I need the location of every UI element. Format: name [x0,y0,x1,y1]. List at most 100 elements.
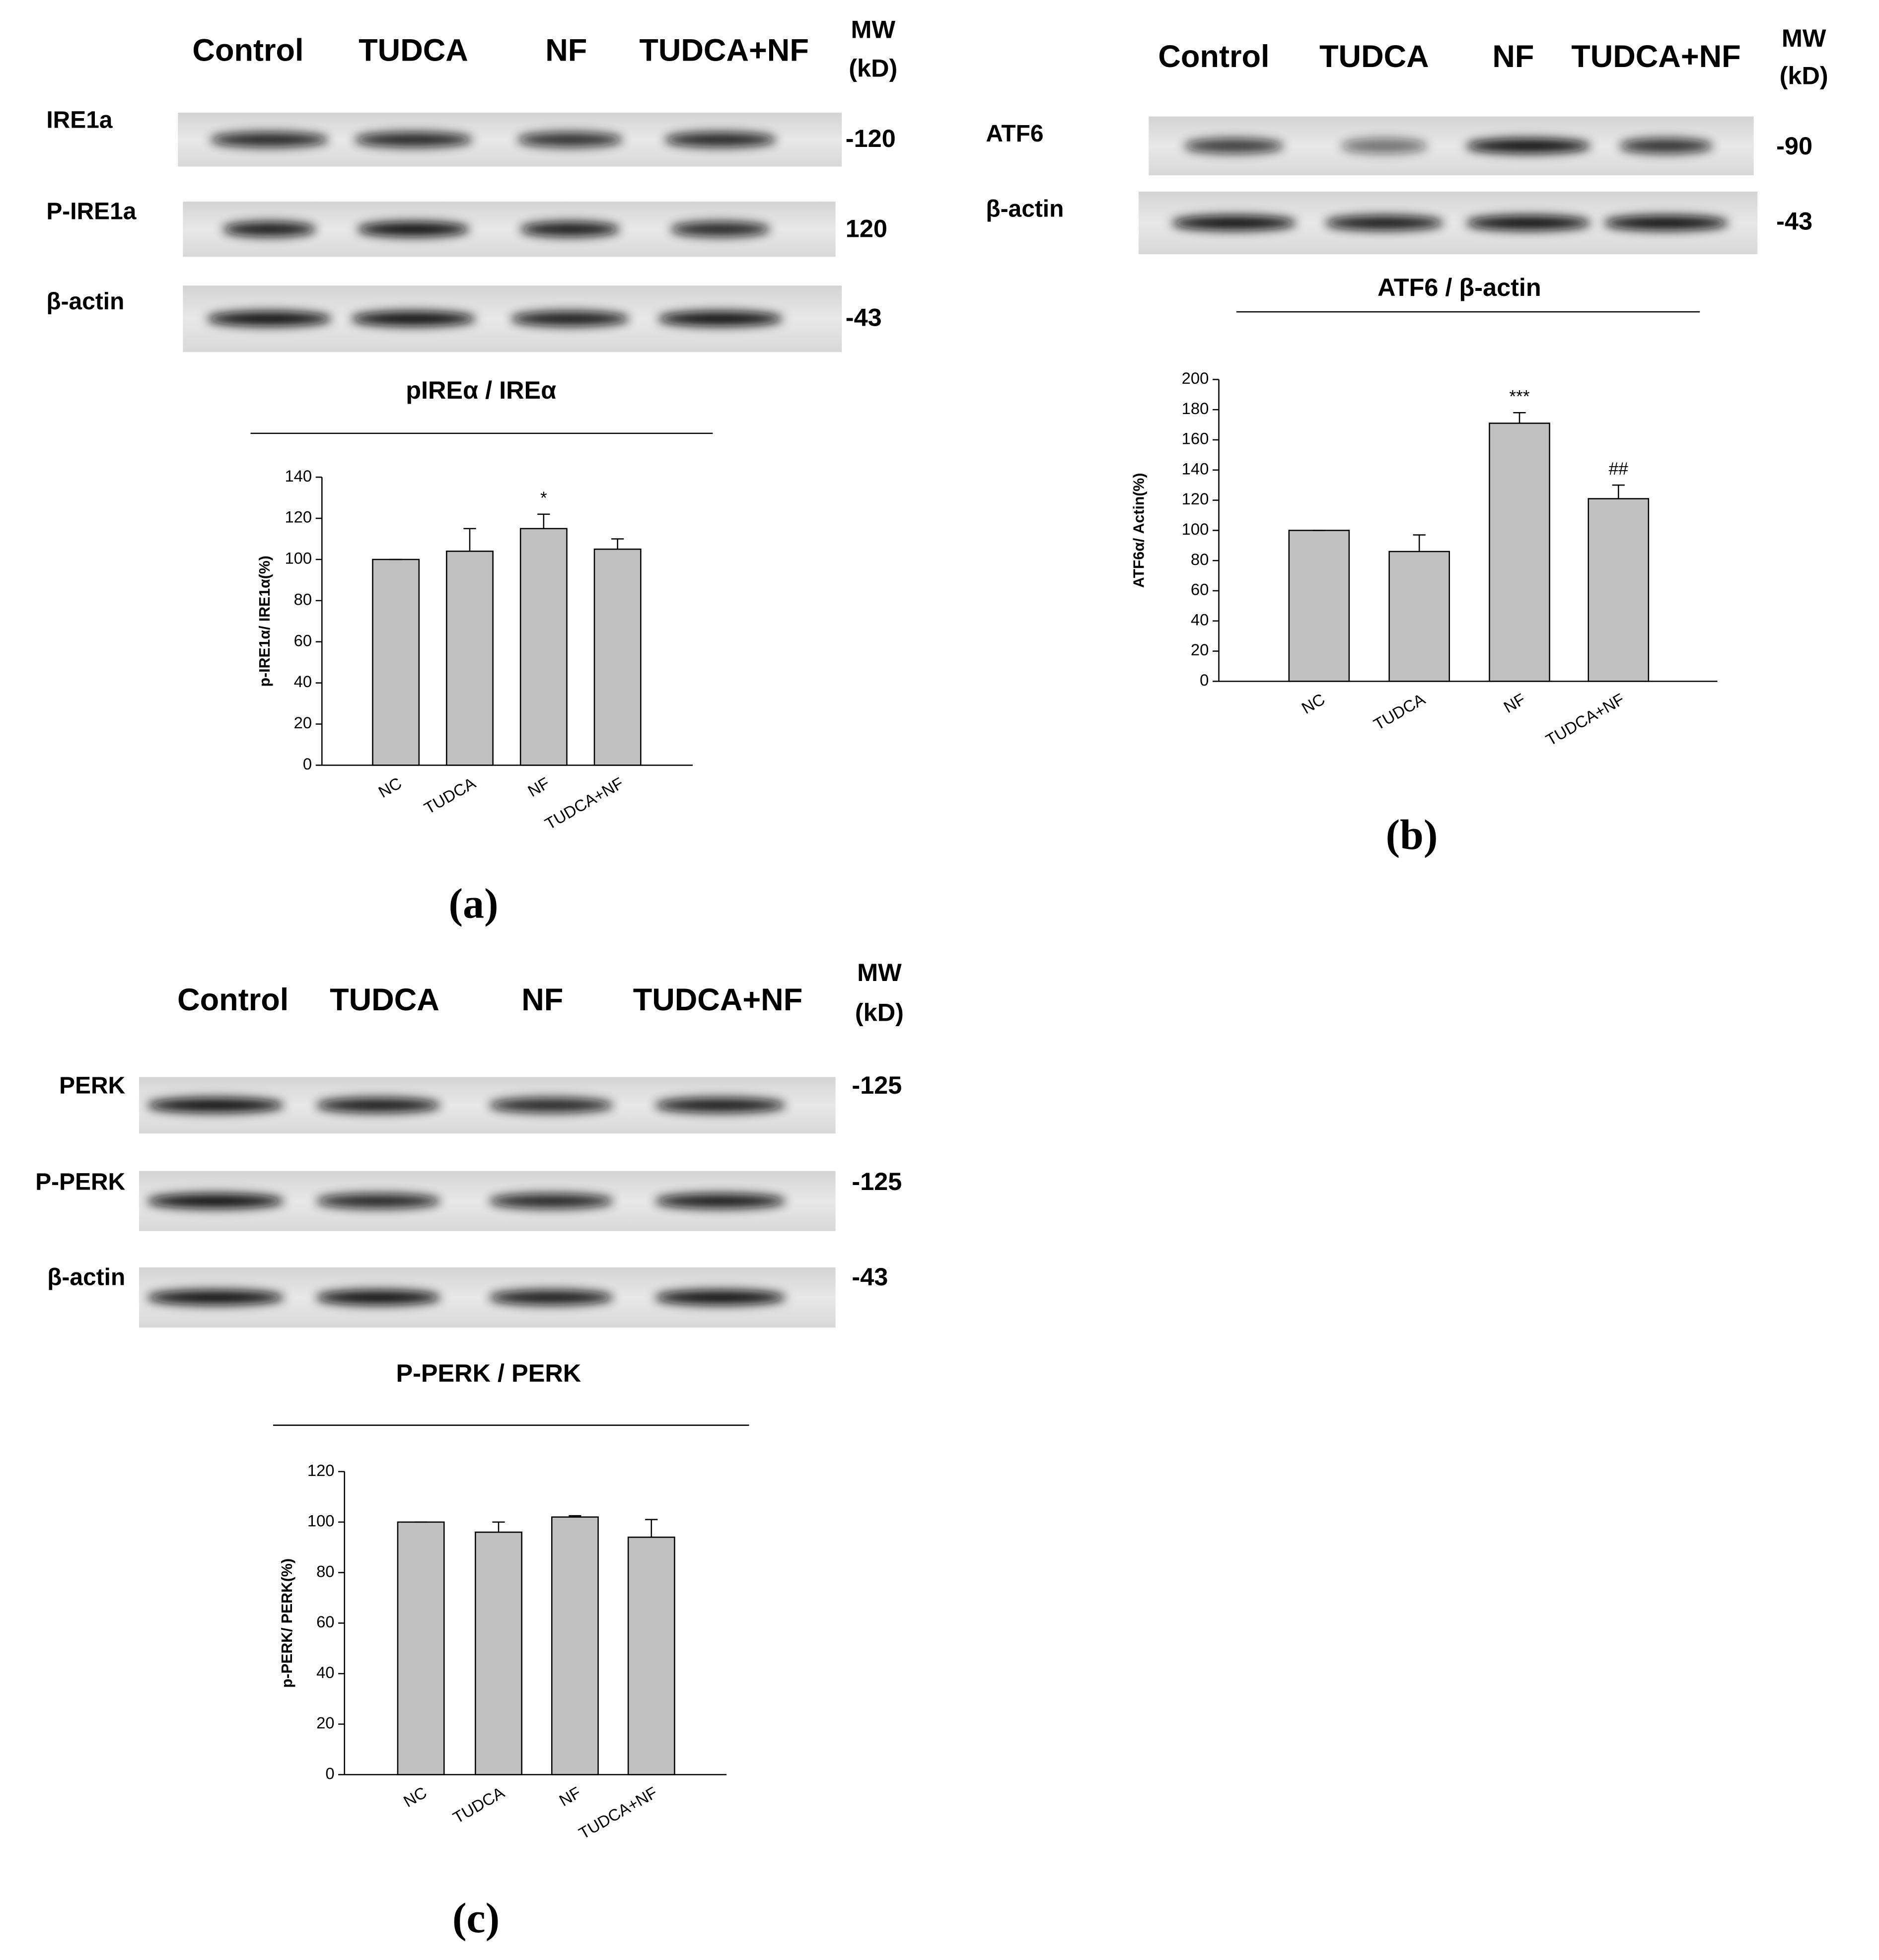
y-tick-label: 40 [316,1663,334,1681]
significance-mark: ## [1609,459,1629,479]
error-bar [1612,484,1625,499]
blot-band [519,221,620,237]
lane-label: Control [1158,39,1269,74]
chart-title: ATF6 / β-actin [1377,273,1541,301]
y-tick-label: 100 [1182,520,1209,538]
blot-band [654,1098,786,1113]
bar [372,559,420,766]
y-axis-label: ATF6α/ Actin(%) [1131,473,1148,588]
y-tick-label: 40 [294,672,312,691]
panel-label: (c) [452,1894,500,1942]
blot-band [657,311,783,327]
y-tick-label: 60 [316,1612,334,1631]
x-tick-label: NF [1501,690,1528,716]
y-tick-label: 0 [303,755,312,773]
blot-strip [183,202,836,257]
mw-header: MW [1782,24,1826,52]
blot-band [1340,138,1428,154]
lane-label: TUDCA+NF [1571,39,1741,74]
y-tick-label: 20 [294,713,312,732]
error-bar [537,513,550,529]
lane-label: TUDCA [330,982,439,1017]
error-bar [611,538,624,550]
blot-strip [139,1267,836,1328]
blot-strip [139,1077,836,1134]
blot-band [354,132,473,147]
y-tick-label: 60 [1191,580,1209,599]
blot-band [1619,138,1713,154]
x-tick-label: TUDCA [450,1783,507,1827]
blot-strip [183,285,842,352]
bar [1588,498,1650,682]
blot-band [488,1193,614,1209]
bar [1288,530,1350,682]
lane-label: NF [521,982,563,1017]
y-tick-label: 140 [285,467,312,485]
x-tick-label: NC [400,1783,430,1811]
error-bar [1413,534,1426,552]
mw-value: -43 [1776,207,1812,235]
y-tick-label: 0 [325,1764,334,1782]
blot-band [207,311,332,327]
blot-row-label: P-IRE1a [46,199,136,225]
error-bar [569,1515,581,1517]
blot-row-label: β-actin [47,1264,125,1290]
significance-mark: *** [1509,387,1529,406]
blot-band [146,1098,285,1113]
x-tick-label: TUDCA+NF [542,773,627,833]
x-tick-label: NC [375,773,405,801]
blot-strip [1149,116,1754,176]
mw-value: 120 [846,214,887,243]
x-tick-label: NF [524,773,552,800]
blot-strip [178,113,842,167]
blot-band [315,1098,441,1113]
lane-label: TUDCA [1319,39,1429,74]
blot-row-label: β-actin [986,196,1064,222]
mw-header: MW [851,15,895,43]
y-tick-label: 40 [1191,610,1209,629]
mw-header: MW [857,958,902,986]
blot-band [1603,215,1729,231]
x-tick-label: TUDCA [421,773,479,818]
blot-band [654,1290,786,1305]
mw-value: -125 [852,1071,902,1099]
blot-band [351,311,476,327]
mw-header: (kD) [1780,62,1828,90]
y-tick-label: 80 [294,590,312,608]
lane-label: Control [177,982,289,1017]
panel-label: (a) [449,880,499,927]
error-bar [645,1519,658,1538]
blot-band [1465,138,1591,154]
blot-band [510,311,630,327]
blot-band [654,1193,786,1209]
blot-strip [1139,191,1758,255]
blot-band [664,132,777,147]
y-tick-label: 140 [1182,459,1209,478]
y-tick-label: 80 [1191,550,1209,568]
blot-strip [139,1171,836,1231]
blot-band [146,1290,285,1305]
bar [551,1516,599,1775]
y-tick-label: 80 [316,1562,334,1580]
panel-label: (b) [1386,811,1438,858]
lane-label: TUDCA [359,33,468,68]
blot-band [357,221,470,237]
mw-header: (kD) [855,998,904,1027]
x-tick-label: NF [556,1783,583,1810]
blot-row-label: β-actin [46,288,124,315]
mw-header: (kD) [849,54,897,82]
mw-value: -125 [852,1167,902,1195]
x-tick-label: TUDCA+NF [576,1783,660,1842]
blot-band [488,1290,614,1305]
mw-value: -43 [852,1262,888,1291]
bar [1489,422,1550,682]
mw-value: -90 [1776,132,1812,160]
mw-value: -120 [846,124,896,152]
bar [519,528,568,766]
y-tick-label: 160 [1182,429,1209,448]
lane-label: NF [545,33,587,68]
error-bar [1513,412,1526,423]
blot-row-label: P-PERK [35,1169,125,1195]
bar [446,551,494,766]
